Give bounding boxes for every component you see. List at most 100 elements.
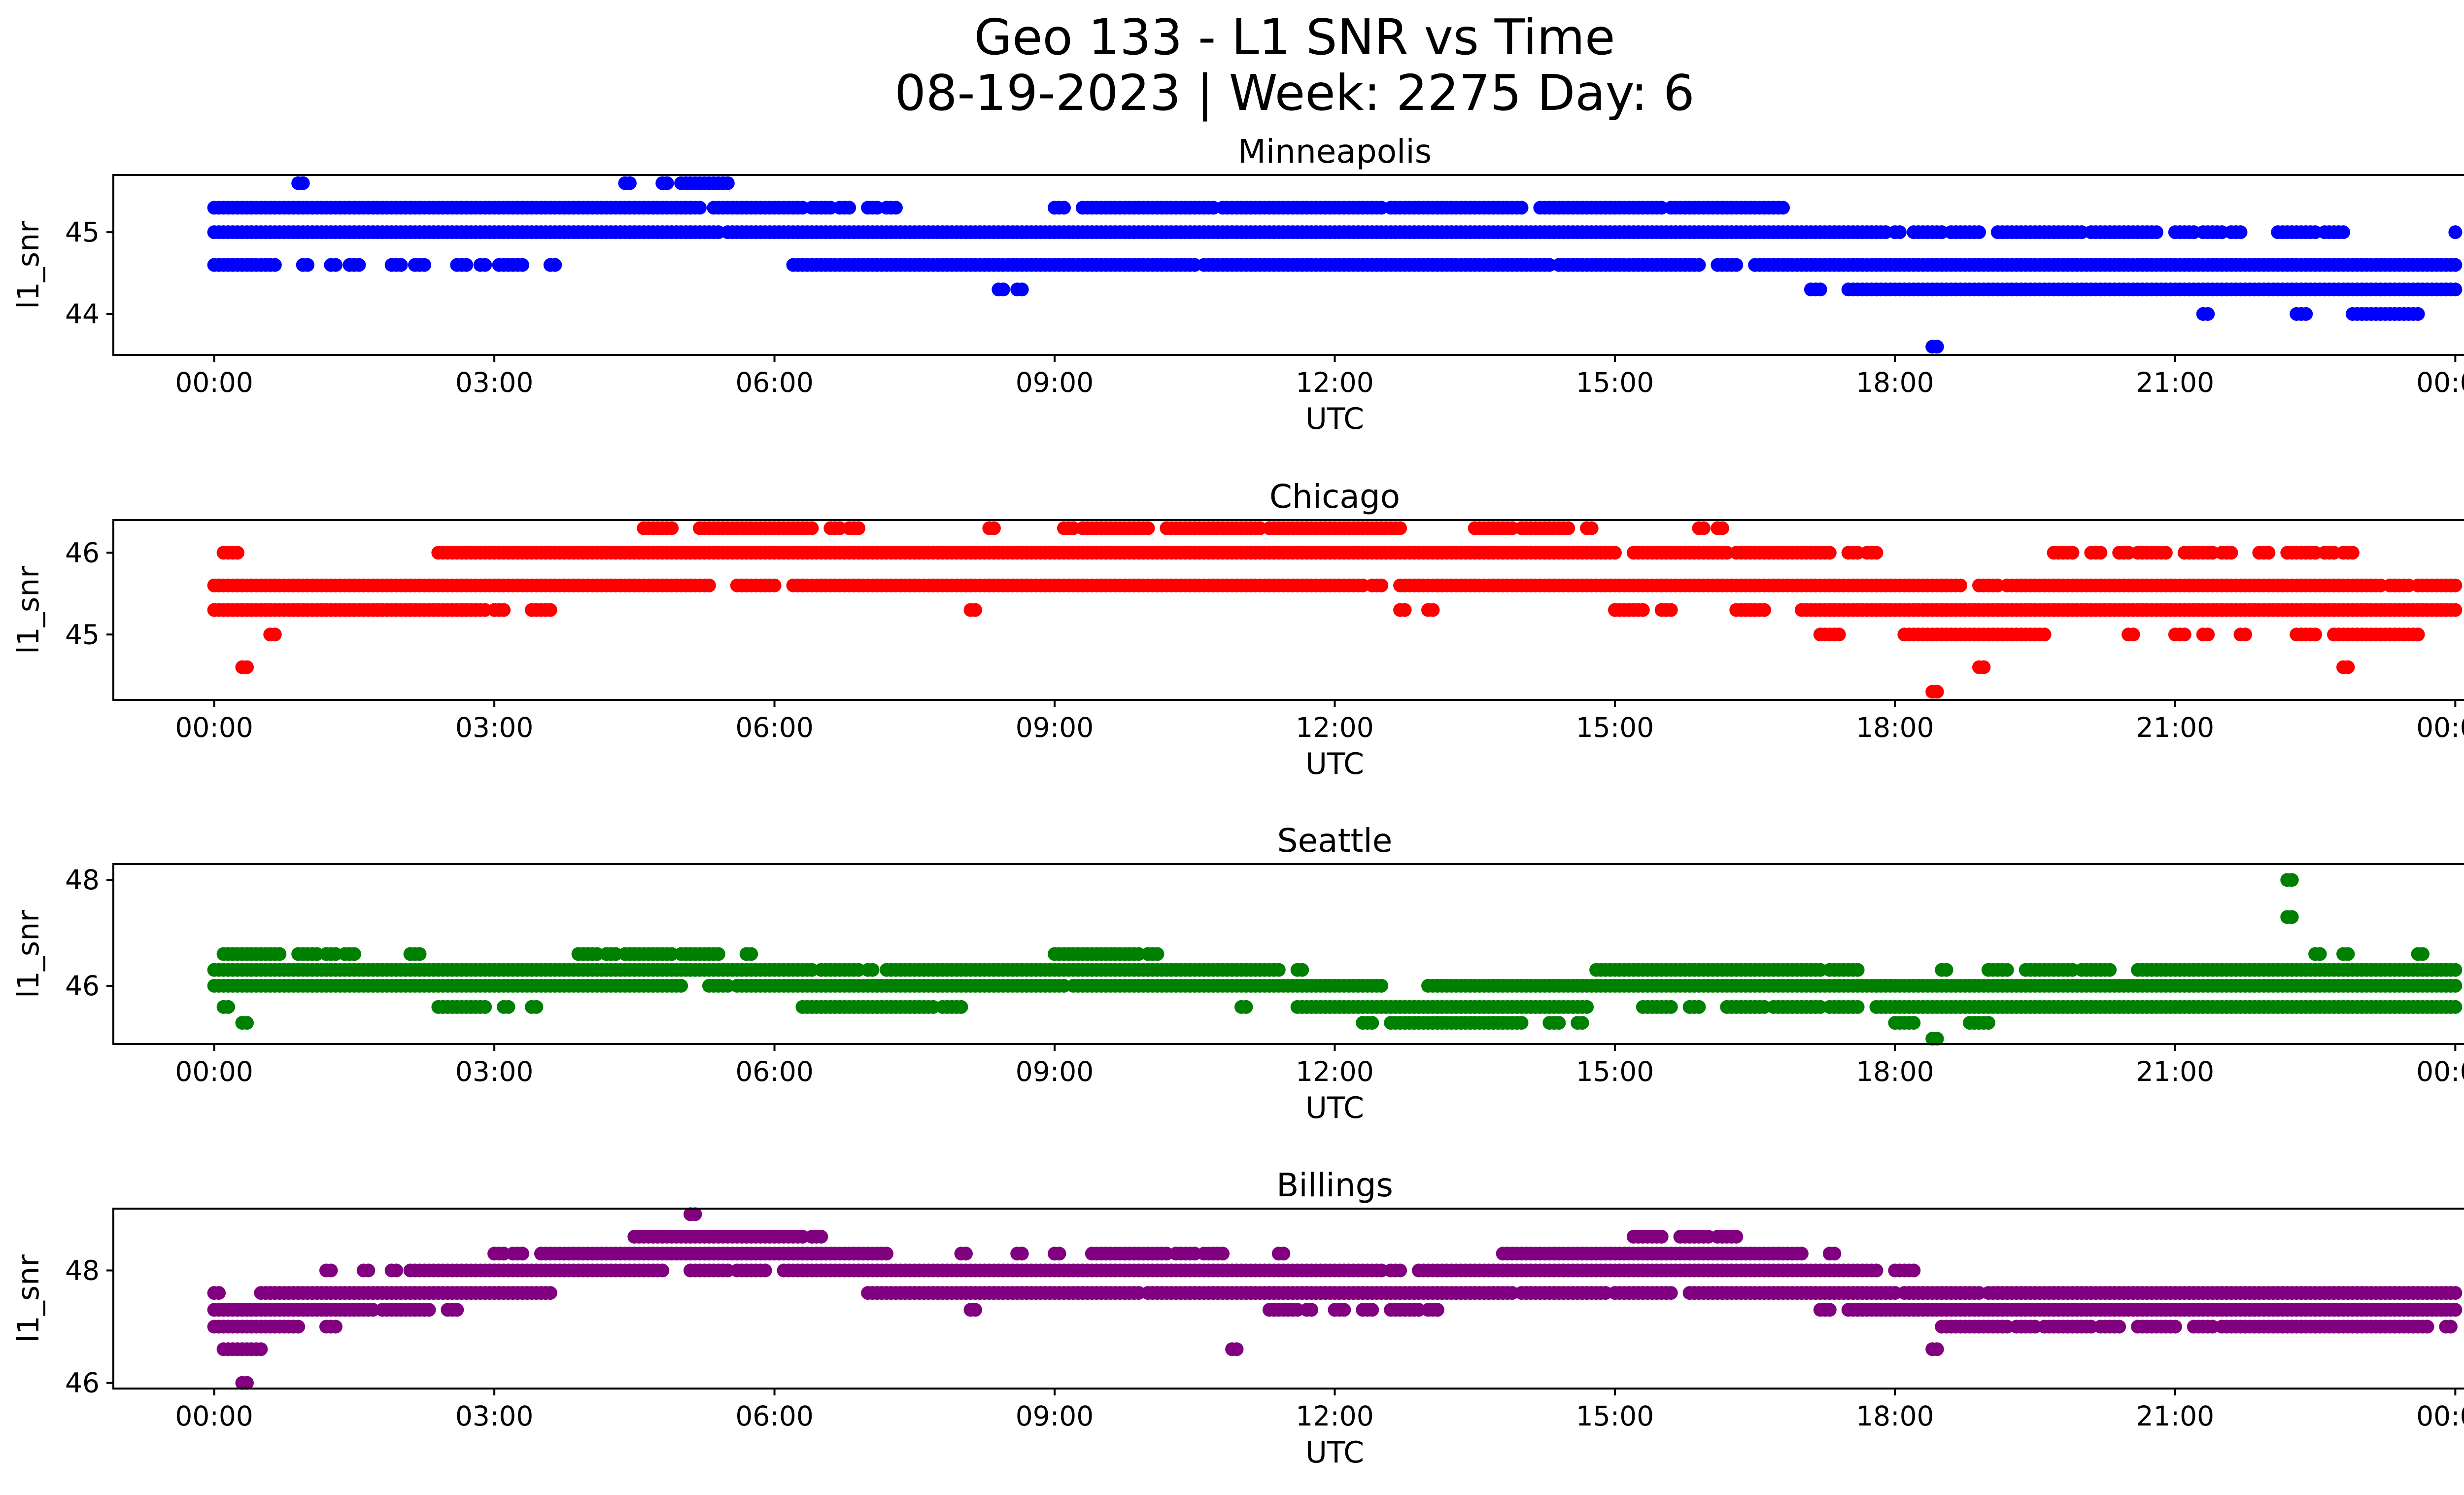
data-point — [1869, 1263, 1883, 1278]
data-point — [1052, 1247, 1066, 1261]
data-point — [548, 258, 562, 272]
data-point — [2126, 627, 2140, 642]
x-axis-label: UTC — [1305, 747, 1364, 781]
data-point — [852, 521, 866, 535]
data-point — [1304, 1303, 1319, 1317]
data-point — [954, 1000, 968, 1014]
data-point — [744, 947, 758, 961]
data-point — [1939, 963, 1953, 977]
data-point — [1827, 1247, 1842, 1261]
x-tick-label: 00:00 — [2416, 1056, 2464, 1087]
data-point — [1953, 578, 1968, 592]
data-point — [1664, 1286, 1678, 1300]
data-point — [1636, 603, 1650, 617]
data-point — [2000, 963, 2014, 977]
data-point — [655, 1263, 670, 1278]
data-point — [417, 258, 431, 272]
data-point — [347, 947, 361, 961]
data-point — [1365, 1303, 1379, 1317]
x-tick-label: 12:00 — [1296, 367, 1374, 398]
data-point — [515, 1247, 529, 1261]
data-point — [1398, 603, 1412, 617]
data-point — [1608, 546, 1622, 560]
data-point — [501, 1000, 515, 1014]
data-point — [1697, 521, 1711, 535]
data-point — [1729, 1230, 1744, 1244]
data-point — [1930, 685, 1944, 699]
x-tick-label: 15:00 — [1576, 1056, 1654, 1087]
data-point — [1393, 521, 1407, 535]
data-point — [212, 1286, 226, 1300]
data-point — [329, 258, 342, 272]
data-point — [543, 603, 557, 617]
data-point — [2448, 282, 2463, 297]
subplot-title: Chicago — [1269, 478, 1400, 516]
data-point — [221, 1000, 236, 1014]
data-point — [497, 603, 511, 617]
data-point — [665, 521, 679, 535]
data-point — [1757, 603, 1772, 617]
data-point — [720, 176, 735, 190]
data-point — [996, 282, 1010, 297]
data-point — [2224, 546, 2238, 560]
data-point — [543, 1286, 557, 1300]
data-point — [758, 1263, 772, 1278]
y-tick-label: 45 — [65, 619, 100, 650]
data-point — [352, 258, 366, 272]
data-point — [1981, 1016, 1995, 1030]
x-tick-label: 03:00 — [455, 712, 534, 743]
x-axis-label: UTC — [1305, 1091, 1364, 1125]
data-point — [968, 1303, 982, 1317]
data-point — [865, 963, 880, 977]
data-point — [2177, 627, 2191, 642]
data-point — [301, 258, 315, 272]
data-point — [1832, 627, 1846, 642]
data-point — [2411, 627, 2425, 642]
data-point — [1552, 1016, 1566, 1030]
data-point — [842, 201, 856, 215]
data-point — [2150, 225, 2163, 240]
data-point — [1580, 1000, 1594, 1014]
data-point — [674, 978, 688, 993]
data-point — [450, 1303, 464, 1317]
data-point — [1654, 1230, 1669, 1244]
data-point — [693, 201, 707, 215]
data-point — [2411, 307, 2425, 321]
data-point — [2285, 873, 2299, 887]
data-point — [702, 578, 716, 592]
data-point — [1664, 603, 1678, 617]
data-point — [1869, 546, 1883, 560]
data-point — [2416, 947, 2430, 961]
data-point — [1365, 1016, 1379, 1030]
x-tick-label: 03:00 — [455, 367, 534, 398]
data-point — [987, 521, 1001, 535]
data-point — [968, 603, 982, 617]
data-point — [1295, 963, 1309, 977]
data-point — [1239, 1000, 1253, 1014]
x-tick-label: 03:00 — [455, 1056, 534, 1087]
scatter-points — [207, 873, 2463, 1046]
data-point — [814, 1230, 828, 1244]
data-point — [889, 201, 903, 215]
scatter-points — [207, 176, 2463, 354]
data-point — [2448, 578, 2463, 592]
data-point — [2448, 603, 2463, 617]
y-tick-label: 45 — [65, 216, 100, 248]
data-point — [2448, 258, 2463, 272]
data-point — [2103, 963, 2117, 977]
data-point — [1514, 1016, 1529, 1030]
data-point — [2285, 910, 2299, 924]
data-point — [478, 1000, 492, 1014]
x-tick-label: 00:00 — [175, 1056, 253, 1087]
data-point — [1426, 603, 1440, 617]
data-point — [1715, 521, 1729, 535]
data-point — [1216, 1247, 1230, 1261]
data-point — [2158, 546, 2173, 560]
y-axis-label: l1_snr — [11, 566, 46, 654]
data-point — [2341, 947, 2355, 961]
data-point — [1850, 1000, 1865, 1014]
data-point — [1015, 1247, 1029, 1261]
